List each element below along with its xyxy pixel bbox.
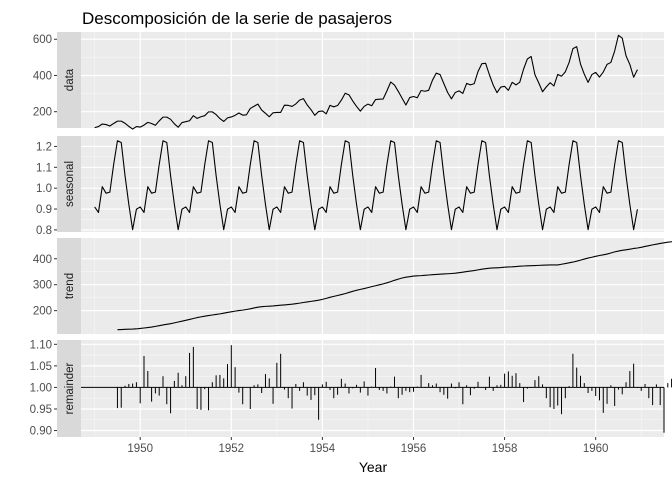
panel-trend: 200 300 400 trend: [33, 238, 672, 334]
series-line-data: [94, 34, 638, 130]
series-line-seasonal: [94, 140, 638, 231]
facet-strip: [57, 136, 81, 232]
x-tick-label: 1950: [127, 443, 153, 455]
y-tick-label: 200: [33, 107, 52, 119]
facet-strip-label: seasonal: [64, 161, 76, 207]
series-line-trend: [117, 241, 672, 331]
x-tick-label: 1958: [492, 443, 518, 455]
panel-seasonal: 0.8 0.9 1.0 1.1 1.2 seasonal: [36, 136, 664, 237]
y-tick-label: 400: [33, 254, 52, 266]
x-axis: 1950 1952 1954 1956 1958 1960: [127, 437, 608, 455]
chart-title: Descomposición de la serie de pasajeros: [82, 9, 392, 28]
y-tick-label: 0.9: [36, 204, 52, 216]
y-tick-label: 0.95: [30, 404, 52, 416]
y-tick-label: 1.1: [36, 162, 52, 174]
panel-remainder: 0.90 0.95 1.00 1.05 1.10 remainder: [30, 339, 672, 438]
y-tick-label: 200: [33, 306, 52, 318]
y-tick-label: 1.0: [36, 183, 52, 195]
facet-panels: 200 400 600 data 0.8 0.9 1.0 1.1 1.2 seasonal 200 3…: [30, 32, 672, 438]
y-tick-label: 1.2: [36, 141, 52, 153]
y-tick-label: 1.10: [30, 339, 52, 351]
facet-strip-label: data: [64, 68, 76, 91]
facet-strip: [57, 340, 81, 437]
facet-strip: [57, 238, 81, 334]
y-tick-label: 0.8: [36, 225, 52, 237]
facet-strip-label: remainder: [64, 362, 76, 414]
facet-strip: [57, 32, 81, 128]
y-tick-label: 1.05: [30, 361, 52, 373]
x-tick-label: 1952: [219, 443, 245, 455]
y-tick-label: 0.90: [30, 426, 52, 438]
x-tick-label: 1960: [583, 443, 609, 455]
panel-data: 200 400 600 data: [33, 32, 664, 130]
y-tick-label: 1.00: [30, 382, 52, 394]
y-tick-label: 300: [33, 280, 52, 292]
panel-background: [81, 340, 664, 437]
facet-strip-label: trend: [64, 273, 76, 299]
y-tick-label: 600: [33, 34, 52, 46]
x-tick-label: 1954: [310, 443, 336, 455]
x-axis-title: Year: [359, 459, 388, 475]
y-tick-label: 400: [33, 70, 52, 82]
x-tick-label: 1956: [401, 443, 427, 455]
panel-background: [81, 136, 664, 232]
